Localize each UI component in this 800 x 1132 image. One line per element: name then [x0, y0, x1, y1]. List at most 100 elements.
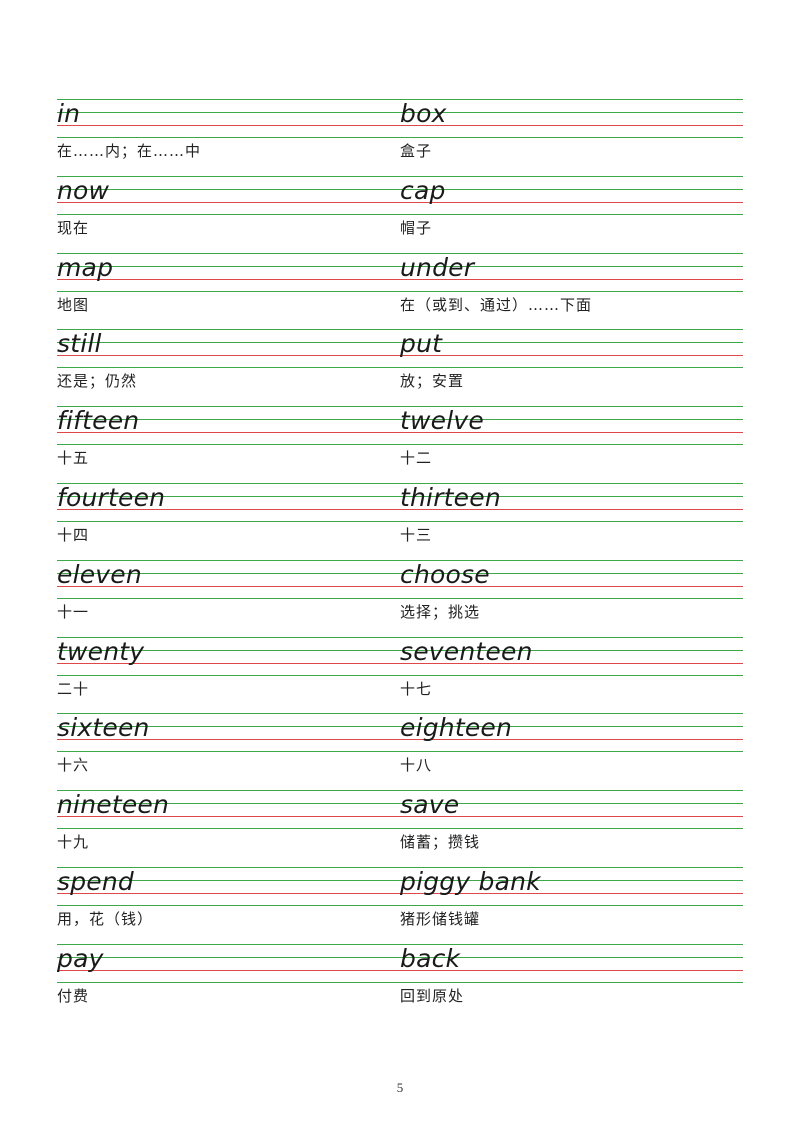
chinese-meaning: 十七: [400, 679, 433, 698]
chinese-meaning: 放；安置: [400, 372, 465, 391]
page-number: 5: [396, 1080, 404, 1095]
vocabulary-row: map 地图 under 在（或到、通过）……下面: [57, 252, 743, 329]
english-word: still: [57, 329, 102, 359]
writing-guide-lines: [57, 252, 743, 292]
guide-line-green: [57, 559, 743, 561]
english-word: put: [400, 329, 443, 359]
english-word: seventeen: [400, 636, 533, 666]
guide-line-green: [57, 137, 743, 138]
chinese-meaning: 十二: [400, 449, 433, 468]
guide-line-green: [57, 419, 743, 421]
english-word: cap: [400, 175, 446, 205]
guide-line-green: [57, 482, 743, 484]
writing-guide-lines: [57, 712, 743, 753]
chinese-meaning: 在……内；在……中: [57, 142, 202, 160]
guide-line-green: [57, 213, 743, 215]
vocabulary-row: still 还是；仍然 put 放；安置: [57, 328, 743, 405]
chinese-meaning: 在（或到、通过）……下面: [400, 295, 593, 314]
writing-guide-lines: [57, 98, 743, 138]
english-word: eleven: [57, 559, 142, 589]
vocabulary-entry: seventeen 十七: [400, 636, 743, 713]
guide-line-green: [57, 866, 743, 868]
vocabulary-row: fifteen 十五 twelve 十二: [57, 405, 743, 482]
guide-line-green: [57, 803, 743, 805]
chinese-meaning: 十五: [57, 449, 90, 468]
vocabulary-entry: eighteen 十八: [400, 712, 743, 789]
chinese-meaning: 二十: [57, 679, 90, 698]
vocabulary-entry: nineteen 十九: [57, 789, 400, 866]
chinese-meaning: 十六: [57, 756, 90, 775]
english-word: in: [57, 99, 81, 128]
chinese-meaning: 还是；仍然: [57, 372, 138, 391]
vocabulary-entry: under 在（或到、通过）……下面: [400, 252, 743, 329]
writing-guide-lines: [57, 328, 743, 369]
guide-line-green: [57, 572, 743, 574]
writing-guide-lines: [57, 636, 743, 676]
vocabulary-entry: in 在……内；在……中: [57, 98, 400, 175]
vocabulary-entry: cap 帽子: [400, 175, 743, 252]
baseline-red: [57, 662, 743, 664]
english-word: now: [57, 175, 110, 205]
guide-line-green: [57, 495, 743, 497]
english-word: box: [400, 99, 447, 128]
english-word: twelve: [400, 406, 484, 436]
chinese-meaning: 十八: [400, 756, 433, 775]
vocabulary-entry: spend 用，花（钱）: [57, 866, 400, 943]
vocabulary-entry: thirteen 十三: [400, 482, 743, 559]
chinese-meaning: 十三: [400, 525, 433, 544]
vocabulary-row: spend 用，花（钱） piggy bank 猪形储钱罐: [57, 866, 743, 943]
guide-line-green: [57, 981, 743, 983]
chinese-meaning: 十四: [57, 525, 90, 544]
english-word: sixteen: [57, 713, 150, 743]
english-word: nineteen: [57, 790, 170, 820]
english-word: eighteen: [400, 713, 513, 743]
vocabulary-entry: fourteen 十四: [57, 482, 400, 559]
english-word: choose: [400, 559, 490, 589]
guide-line-green: [57, 290, 743, 292]
writing-guide-lines: [57, 789, 743, 830]
guide-line-green: [57, 329, 743, 331]
chinese-meaning: 用，花（钱）: [57, 909, 154, 928]
guide-line-green: [57, 636, 743, 638]
vocabulary-entry: still 还是；仍然: [57, 328, 400, 405]
english-word: fourteen: [57, 482, 166, 512]
baseline-red: [57, 201, 743, 203]
chinese-meaning: 回到原处: [400, 986, 465, 1005]
guide-line-green: [57, 751, 743, 753]
english-word: back: [400, 943, 461, 973]
guide-line-green: [57, 828, 743, 830]
guide-line-green: [57, 713, 743, 715]
baseline-red: [57, 585, 743, 587]
vocabulary-entry: pay 付费: [57, 943, 400, 1020]
guide-line-green: [57, 444, 743, 446]
writing-guide-lines: [57, 482, 743, 522]
guide-line-green: [57, 904, 743, 906]
chinese-meaning: 帽子: [400, 218, 433, 237]
vocabulary-entry: sixteen 十六: [57, 712, 400, 789]
guide-line-green: [57, 406, 743, 408]
baseline-red: [57, 816, 743, 818]
baseline-red: [57, 355, 743, 357]
vocabulary-row: in 在……内；在……中 box 盒子: [57, 98, 743, 175]
chinese-meaning: 选择；挑选: [400, 602, 481, 621]
writing-guide-lines: [57, 559, 743, 599]
english-word: piggy bank: [400, 866, 541, 896]
vocabulary-entry: twelve 十二: [400, 405, 743, 482]
vocabulary-entry: choose 选择；挑选: [400, 559, 743, 636]
chinese-meaning: 猪形储钱罐: [400, 909, 481, 928]
guide-line-green: [57, 520, 743, 522]
guide-line-green: [57, 188, 743, 190]
guide-line-green: [57, 790, 743, 792]
chinese-meaning: 盒子: [400, 142, 433, 160]
english-word: fifteen: [57, 406, 140, 436]
vocabulary-row: pay 付费 back 回到原处: [57, 943, 743, 1020]
baseline-red: [57, 969, 743, 971]
guide-line-green: [57, 726, 743, 728]
guide-line-green: [57, 674, 743, 676]
vocabulary-entry: save 储蓄；攒钱: [400, 789, 743, 866]
english-word: save: [400, 790, 460, 820]
vocabulary-sheet: in 在……内；在……中 box 盒子 now 现在 cap 帽子 map 地图 under 在（或到…: [57, 98, 743, 1020]
writing-guide-lines: [57, 943, 743, 983]
baseline-red: [57, 432, 743, 434]
writing-guide-lines: [57, 405, 743, 446]
